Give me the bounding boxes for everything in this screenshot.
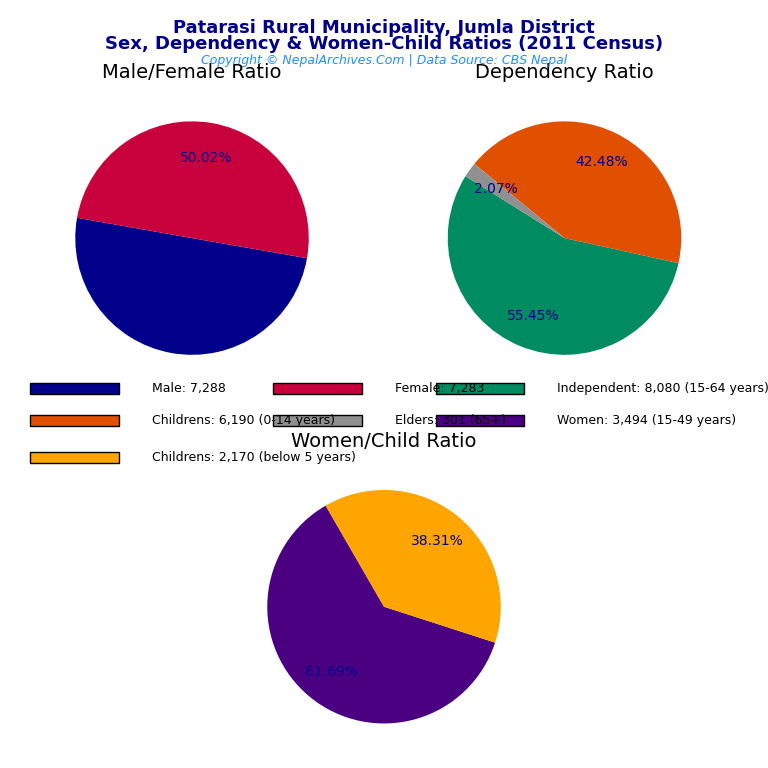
Wedge shape: [326, 490, 501, 643]
Wedge shape: [465, 164, 564, 238]
Text: Childrens: 2,170 (below 5 years): Childrens: 2,170 (below 5 years): [152, 452, 356, 464]
Title: Women/Child Ratio: Women/Child Ratio: [291, 432, 477, 451]
Text: 61.69%: 61.69%: [305, 665, 358, 679]
Title: Dependency Ratio: Dependency Ratio: [475, 63, 654, 82]
Wedge shape: [75, 218, 307, 355]
Text: 42.48%: 42.48%: [575, 155, 627, 170]
Text: Women: 3,494 (15-49 years): Women: 3,494 (15-49 years): [558, 415, 737, 427]
Text: 50.02%: 50.02%: [151, 312, 204, 326]
FancyBboxPatch shape: [435, 415, 524, 426]
Text: Sex, Dependency & Women-Child Ratios (2011 Census): Sex, Dependency & Women-Child Ratios (20…: [105, 35, 663, 52]
Text: 2.07%: 2.07%: [475, 182, 518, 196]
Wedge shape: [77, 121, 309, 258]
Text: Copyright © NepalArchives.Com | Data Source: CBS Nepal: Copyright © NepalArchives.Com | Data Sou…: [201, 54, 567, 67]
FancyBboxPatch shape: [273, 415, 362, 426]
Text: 50.02%: 50.02%: [180, 151, 233, 164]
Text: Childrens: 6,190 (0-14 years): Childrens: 6,190 (0-14 years): [152, 415, 335, 427]
Wedge shape: [448, 176, 678, 355]
Text: Male: 7,288: Male: 7,288: [152, 382, 226, 395]
Text: 38.31%: 38.31%: [410, 535, 463, 548]
FancyBboxPatch shape: [273, 383, 362, 394]
Title: Male/Female Ratio: Male/Female Ratio: [102, 63, 282, 82]
FancyBboxPatch shape: [30, 383, 118, 394]
FancyBboxPatch shape: [30, 415, 118, 426]
FancyBboxPatch shape: [30, 452, 118, 463]
Wedge shape: [267, 505, 495, 723]
Text: 55.45%: 55.45%: [506, 309, 559, 323]
Text: Female: 7,283: Female: 7,283: [395, 382, 485, 395]
FancyBboxPatch shape: [435, 383, 524, 394]
Text: Patarasi Rural Municipality, Jumla District: Patarasi Rural Municipality, Jumla Distr…: [174, 19, 594, 37]
Wedge shape: [475, 121, 681, 263]
Text: Independent: 8,080 (15-64 years): Independent: 8,080 (15-64 years): [558, 382, 768, 395]
Text: Elders: 301 (65+): Elders: 301 (65+): [395, 415, 506, 427]
